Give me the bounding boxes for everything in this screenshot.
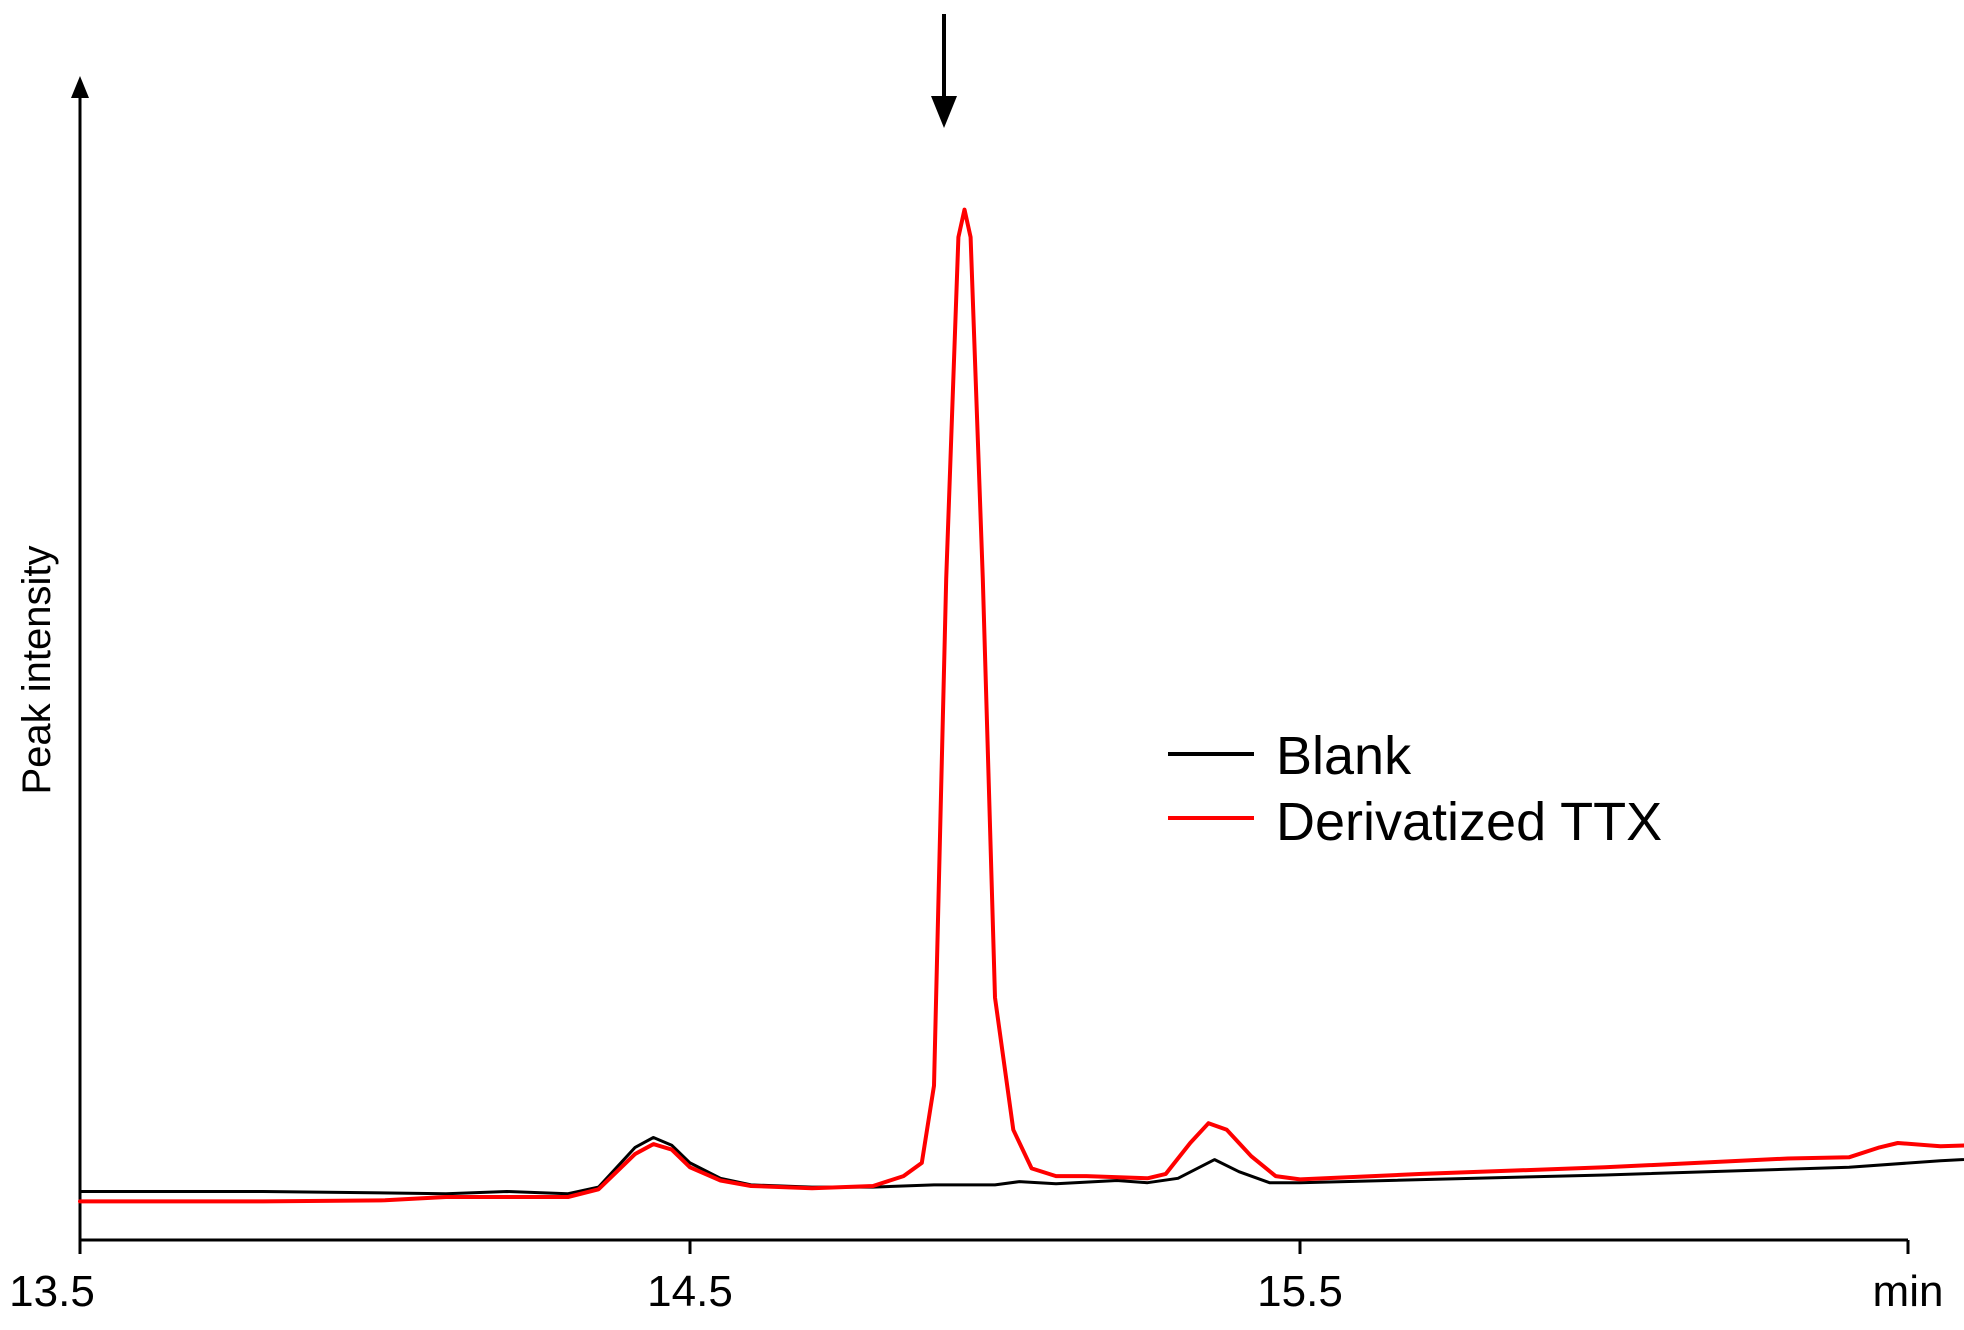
x-tick-label: 14.5 [647,1267,733,1316]
y-axis-title: Peak intensity [15,545,59,794]
legend-label-blank: Blank [1276,726,1412,786]
x-tick-label: 15.5 [1257,1267,1343,1316]
legend: Blank Derivatized TTX [1168,726,1662,852]
axes [71,76,1910,1254]
peak-arrow [931,14,957,128]
series-line-blank [78,1136,1964,1196]
x-tick-label: 13.5 [9,1267,95,1316]
peak-arrow-head [931,96,957,128]
legend-label-ttx: Derivatized TTX [1276,792,1662,852]
series-line-derivatized-ttx [78,207,1964,1204]
x-unit-label: min [1873,1267,1944,1316]
series-layer [78,207,1964,1204]
y-axis-arrowhead [71,76,89,98]
